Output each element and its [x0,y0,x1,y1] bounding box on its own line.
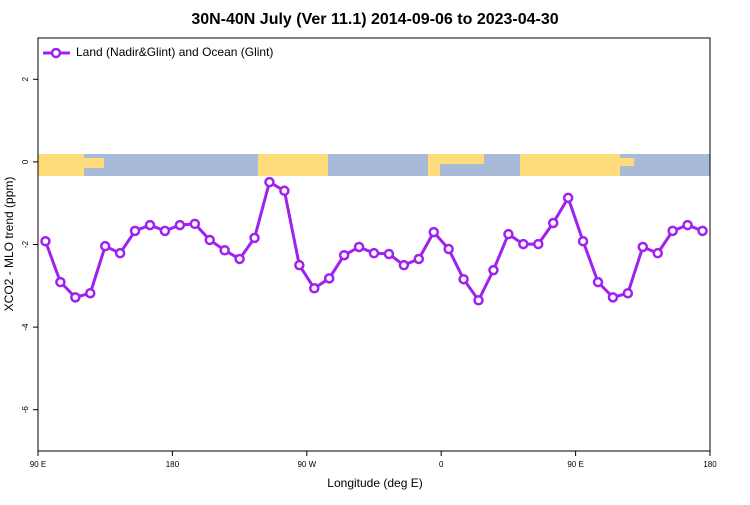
x-tick-label: 90 E [567,460,583,469]
x-tick-label: 180 [703,460,717,469]
data-point [40,235,51,247]
data-point [99,240,111,252]
data-point [622,287,634,299]
data-point [368,247,380,259]
data-point [338,249,350,261]
data-point [159,225,171,237]
plot-frame [37,37,711,452]
data-point [204,234,215,246]
data-point [144,219,156,231]
data-point [518,238,529,250]
data-point [249,232,260,244]
data-point [264,176,275,188]
data-point [398,259,410,271]
data-point [607,292,619,303]
data-point [473,295,484,306]
x-tick-label: 0 [439,460,444,469]
x-tick-label: 180 [166,460,180,469]
data-point [70,292,81,303]
data-point [383,248,395,260]
data-point [682,219,693,231]
data-point [189,218,201,230]
x-axis-label: Longitude (deg E) [327,476,422,490]
data-point [428,226,439,238]
x-tick-label: 90 W [297,460,316,469]
chart-title: 30N-40N July (Ver 11.1) 2014-09-06 to 20… [191,11,558,28]
data-point [592,276,604,288]
data-point [547,217,559,229]
data-point [697,225,708,237]
map-strip [38,154,710,176]
data-point [309,283,320,294]
data-point [488,264,499,276]
data-point [413,253,425,265]
x-tick-label: 90 E [30,460,46,469]
data-point [129,225,141,237]
data-point [458,273,469,285]
data-point [667,225,678,237]
data-point [114,247,126,259]
data-point [353,241,365,253]
data-point [323,273,335,284]
data-point [443,243,454,255]
y-tick-label: 2 [21,77,30,82]
data-point [55,276,66,288]
data-point [562,192,574,204]
data-point [234,253,245,265]
y-tick-label: 0 [21,159,30,164]
legend-marker [50,47,62,59]
data-point [279,185,290,197]
data-point [577,235,589,247]
y-tick-label: -4 [21,323,30,331]
legend-label: Land (Nadir&Glint) and Ocean (Glint) [76,45,273,59]
data-point [637,241,649,253]
data-point [294,259,305,271]
data-point [503,228,514,240]
data-point [85,287,96,299]
y-tick-label: -6 [21,406,30,414]
y-tick-label: -2 [21,240,30,248]
data-point [174,219,186,231]
data-point [219,245,230,256]
series-line [44,179,704,304]
data-point [533,238,544,250]
y-axis-label: XCO2 - MLO trend (ppm) [2,177,16,312]
data-point [652,247,663,259]
